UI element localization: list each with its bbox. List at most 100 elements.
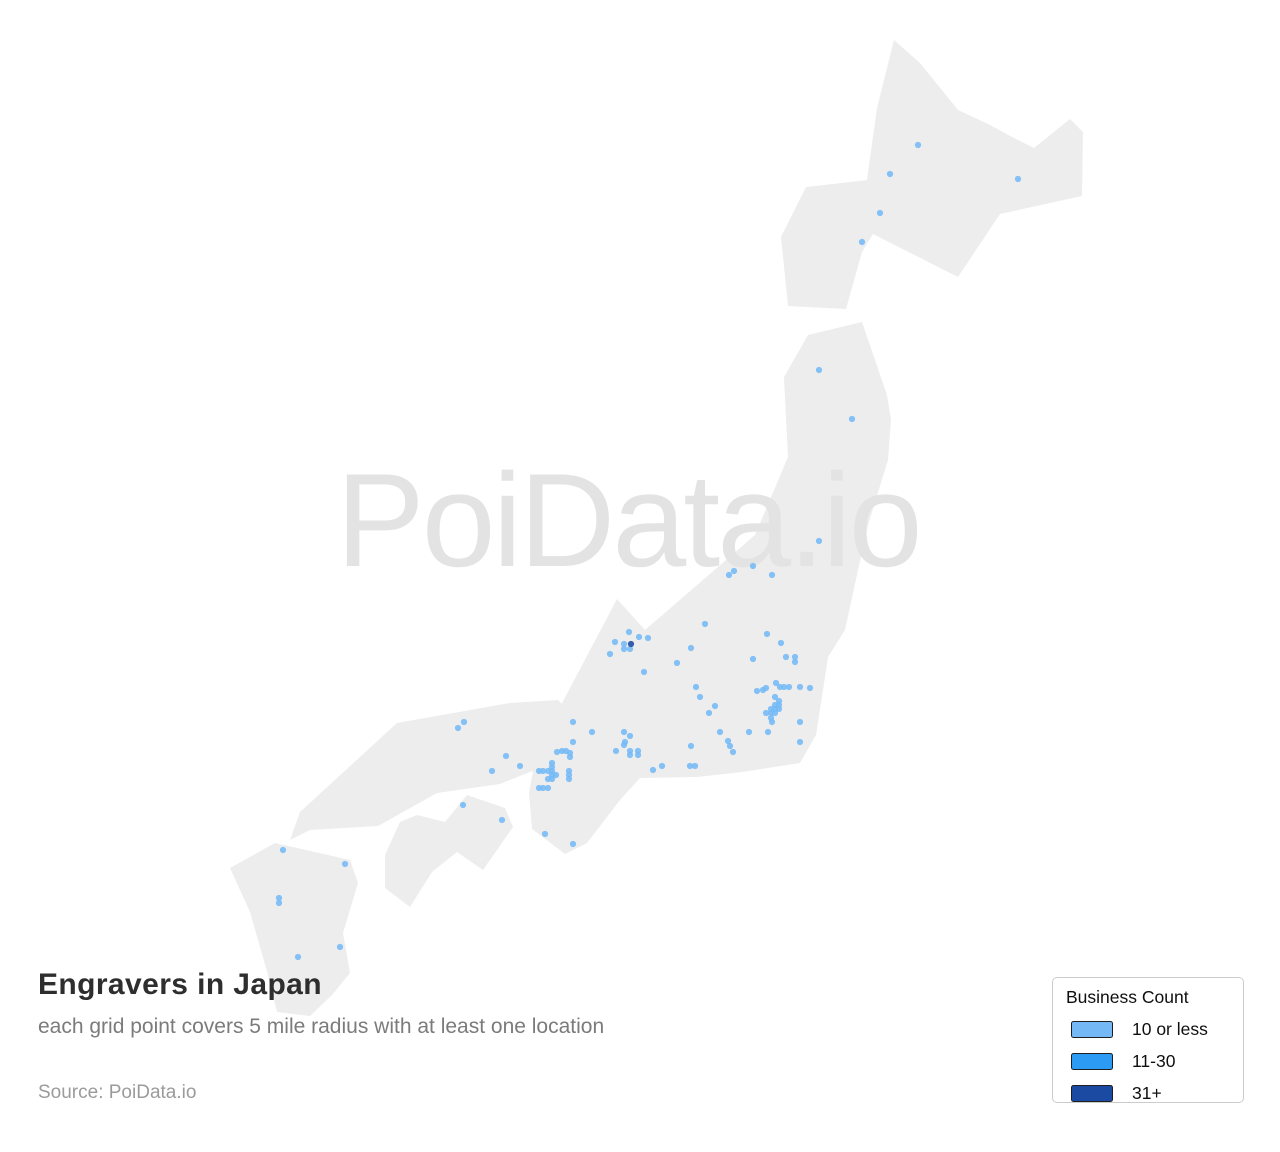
map-dot — [626, 751, 634, 759]
map-dot — [763, 630, 771, 638]
map-dot — [539, 767, 547, 775]
map-dot — [640, 668, 648, 676]
map-dot — [749, 655, 757, 663]
map-dot — [687, 644, 695, 652]
map-dot — [569, 738, 577, 746]
legend-row-11-30: 11-30 — [1066, 1051, 1231, 1072]
map-dot — [777, 639, 785, 647]
map-dot — [634, 751, 642, 759]
map-dot — [544, 784, 552, 792]
map-dot — [502, 752, 510, 760]
map-dot — [768, 571, 776, 579]
map-dot — [279, 846, 287, 854]
map-dot — [569, 840, 577, 848]
map-dot — [772, 679, 780, 687]
map-dot — [625, 628, 633, 636]
map-dot — [691, 762, 699, 770]
map-dot — [914, 141, 922, 149]
map-dot — [1014, 175, 1022, 183]
map-dot — [716, 728, 724, 736]
map-dot — [796, 738, 804, 746]
map-dot — [294, 953, 302, 961]
map-dot — [611, 638, 619, 646]
map-dot — [796, 718, 804, 726]
map-dot — [815, 366, 823, 374]
map-region-shikoku-east — [445, 795, 513, 870]
map-dot — [791, 653, 799, 661]
map-dot — [488, 767, 496, 775]
map-dot — [705, 709, 713, 717]
map-dot — [696, 693, 704, 701]
legend-row-31-plus: 31+ — [1066, 1083, 1231, 1104]
map-region-hokkaido-southwest — [781, 180, 873, 309]
map-dot — [730, 567, 738, 575]
map-dot — [726, 742, 734, 750]
map-dot — [724, 737, 732, 745]
map-region-hokkaido-main — [867, 40, 1083, 277]
map-dot — [553, 748, 561, 756]
map-dot — [780, 683, 788, 691]
map-dot — [686, 762, 694, 770]
map-dot — [771, 693, 779, 701]
map-dot — [815, 537, 823, 545]
map-dot — [620, 640, 628, 648]
map-dot — [627, 640, 635, 648]
map-region-kyushu — [230, 843, 358, 1016]
map-dot — [749, 562, 757, 570]
legend-title: Business Count — [1066, 987, 1189, 1007]
page-subtitle: each grid point covers 5 mile radius wit… — [38, 1015, 605, 1038]
legend-box: Business Count 10 or less 11-30 31+ — [1052, 977, 1244, 1103]
map-dot — [548, 775, 556, 783]
map-dot — [336, 943, 344, 951]
map-dot — [725, 571, 733, 579]
legend-row-10-or-less: 10 or less — [1066, 1019, 1231, 1040]
map-dot — [701, 620, 709, 628]
map-dot — [753, 687, 761, 695]
map-dot — [759, 686, 767, 694]
map-dot — [644, 634, 652, 642]
map-region-chugoku — [290, 700, 568, 840]
map-dot — [848, 415, 856, 423]
map-dot — [858, 238, 866, 246]
map-dot — [612, 747, 620, 755]
legend-swatch-10-or-less — [1071, 1021, 1113, 1038]
map-dot — [626, 645, 634, 653]
map-dot — [771, 709, 779, 717]
map-dot — [876, 209, 884, 217]
map-dot — [569, 718, 577, 726]
map-dots-layer — [275, 141, 1022, 961]
map-dot — [729, 748, 737, 756]
map-dot — [796, 683, 804, 691]
map-dot — [687, 742, 695, 750]
map-dot — [341, 860, 349, 868]
source-attribution: Source: PoiData.io — [38, 1082, 197, 1103]
map-region-shikoku-west — [385, 815, 457, 907]
map-dot — [673, 659, 681, 667]
map-dot — [620, 728, 628, 736]
page-title: Engravers in Japan — [38, 968, 322, 1001]
map-dot — [459, 801, 467, 809]
map-dot — [626, 732, 634, 740]
map-dot — [658, 762, 666, 770]
map-dot — [768, 718, 776, 726]
legend-swatch-11-30 — [1071, 1053, 1113, 1070]
map-dot — [886, 170, 894, 178]
map-dot — [565, 775, 573, 783]
map-dot — [620, 645, 628, 653]
legend-label-11-30: 11-30 — [1132, 1051, 1176, 1071]
map-dot — [806, 684, 814, 692]
map-dot — [498, 816, 506, 824]
map-dot — [588, 728, 596, 736]
map-dot — [745, 728, 753, 736]
map-dot — [275, 894, 283, 902]
map-dot — [606, 650, 614, 658]
map-dot — [566, 753, 574, 761]
map-dot — [762, 709, 770, 717]
map-dot — [692, 683, 700, 691]
map-dot — [454, 724, 462, 732]
map-dot — [516, 762, 524, 770]
header-block: Engravers in Japan each grid point cover… — [38, 968, 604, 1039]
map-dot — [539, 784, 547, 792]
map-dot — [275, 899, 283, 907]
